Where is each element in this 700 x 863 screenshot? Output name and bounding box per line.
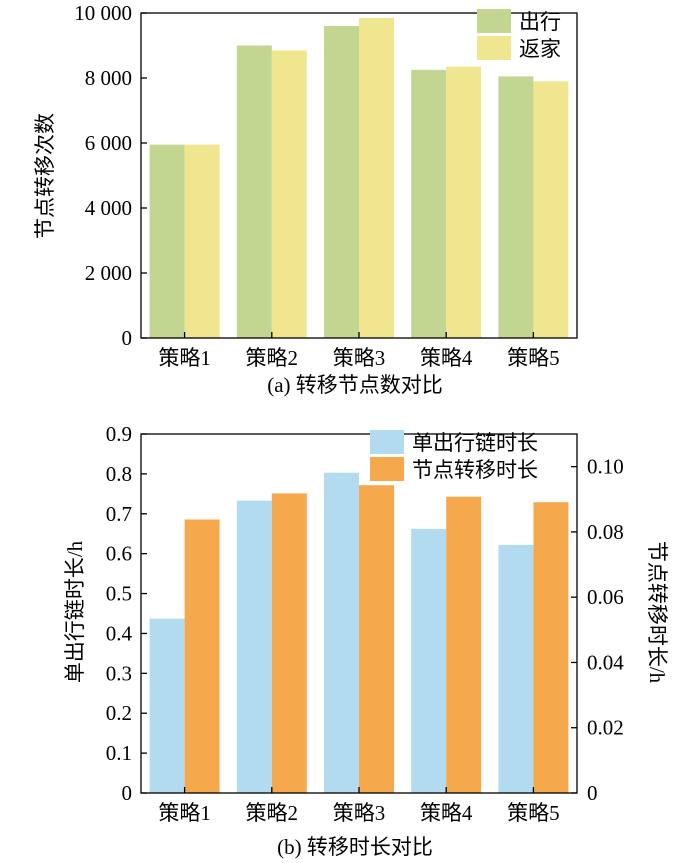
x-tick-label: 策略5 xyxy=(507,346,560,370)
y-tick-label: 0.6 xyxy=(106,542,132,566)
x-tick-label: 策略5 xyxy=(507,801,560,825)
panel-b-y-ticks: 0 0.1 0.2 0.3 0.4 0.5 0.6 0.7 0.8 0.9 xyxy=(106,422,147,805)
y2-tick-label: 0 xyxy=(587,781,598,805)
y-tick-label: 0.3 xyxy=(106,661,132,685)
x-tick-label: 策略2 xyxy=(246,801,299,825)
bar-series2-2 xyxy=(271,50,307,338)
y-tick-label: 0.7 xyxy=(106,502,132,526)
panel-a: 0 2 000 4 000 6 000 8 000 10 000 策略1 策略2 策略3 策略4… xyxy=(33,1,578,397)
legend-swatch-single-trip xyxy=(370,430,404,454)
x-tick-label: 策略1 xyxy=(158,801,211,825)
y-tick-label: 0.2 xyxy=(106,701,132,725)
y-tick-label: 4 000 xyxy=(85,196,132,220)
y-tick-label: 0.8 xyxy=(106,462,132,486)
bar-series1-4 xyxy=(411,69,447,338)
panel-a-frame xyxy=(140,12,578,339)
bar-series1-5 xyxy=(498,76,534,338)
bar-series2-5 xyxy=(533,81,569,338)
bar-series2-3 xyxy=(359,17,394,338)
y-tick-label: 8 000 xyxy=(85,66,132,90)
panel-b-y2-axis-label: 节点转移时长/h xyxy=(645,541,669,684)
y-tick-label: 0.9 xyxy=(106,422,132,446)
panel-a-caption: (a) 转移节点数对比 xyxy=(267,373,443,397)
panel-b-frame xyxy=(140,433,578,794)
x-tick-label: 策略1 xyxy=(158,346,211,370)
y-tick-label: 0 xyxy=(122,781,133,805)
panel-a-x-tick-labels: 策略1 策略2 策略3 策略4 策略5 xyxy=(158,332,560,370)
panel-a-y-axis-label: 节点转移次数 xyxy=(33,113,57,239)
bar-series2-1 xyxy=(184,144,220,338)
bar-series1-1 xyxy=(149,618,185,793)
bar-series1-3 xyxy=(324,472,359,793)
y2-tick-label: 0.06 xyxy=(587,585,624,609)
y-tick-label: 10 000 xyxy=(74,1,132,25)
y2-tick-label: 0.04 xyxy=(587,650,624,674)
y-tick-label: 6 000 xyxy=(85,131,132,155)
legend-swatch-fanjia xyxy=(477,36,511,60)
legend-swatch-transfer-time xyxy=(370,457,404,481)
bar-series2-4 xyxy=(446,496,482,793)
x-tick-label: 策略4 xyxy=(420,801,473,825)
panel-b-legend: 单出行链时长 节点转移时长 xyxy=(370,430,538,482)
y-tick-label: 0.4 xyxy=(106,621,133,645)
bar-series1-2 xyxy=(236,500,272,793)
x-tick-label: 策略4 xyxy=(420,346,473,370)
bar-series1-1 xyxy=(149,144,185,338)
panel-b: 0 0.1 0.2 0.3 0.4 0.5 0.6 0.7 0.8 0.9 0 0.02 0.04 0.… xyxy=(63,422,669,859)
panel-a-bars xyxy=(149,17,569,338)
bar-series1-5 xyxy=(498,544,534,793)
panel-b-caption: (b) 转移时长对比 xyxy=(277,835,433,859)
bar-series2-5 xyxy=(533,502,569,793)
bar-series1-3 xyxy=(324,26,359,338)
x-tick-label: 策略2 xyxy=(246,346,299,370)
legend-label-fanjia: 返家 xyxy=(519,37,561,61)
bar-series2-3 xyxy=(359,485,394,793)
panel-a-y-ticks: 0 2 000 4 000 6 000 8 000 10 000 xyxy=(74,1,147,350)
panel-b-y-axis-label: 单出行链时长/h xyxy=(63,540,87,683)
y2-tick-label: 0.10 xyxy=(587,455,624,479)
y2-tick-label: 0.02 xyxy=(587,716,624,740)
bar-series1-4 xyxy=(411,528,447,793)
panel-a-legend: 出行 返家 xyxy=(477,9,561,61)
y-tick-label: 0.5 xyxy=(106,582,132,606)
bar-series2-4 xyxy=(446,66,482,338)
panel-b-bars xyxy=(149,472,569,793)
x-tick-label: 策略3 xyxy=(333,801,386,825)
y2-tick-label: 0.08 xyxy=(587,520,624,544)
legend-label-single-trip: 单出行链时长 xyxy=(412,431,538,455)
panel-b-x-tick-labels: 策略1 策略2 策略3 策略4 策略5 xyxy=(158,787,560,825)
x-tick-label: 策略3 xyxy=(333,346,386,370)
bar-series1-2 xyxy=(236,45,272,338)
y-tick-label: 2 000 xyxy=(85,261,132,285)
legend-label-transfer-time: 节点转移时长 xyxy=(412,458,538,482)
legend-label-chuxing: 出行 xyxy=(519,10,561,34)
panel-b-y2-ticks: 0 0.02 0.04 0.06 0.08 0.10 xyxy=(571,455,624,805)
legend-swatch-chuxing xyxy=(477,9,511,33)
bar-series2-2 xyxy=(271,493,307,793)
y-tick-label: 0.1 xyxy=(106,741,132,765)
bar-series2-1 xyxy=(184,519,220,793)
y-tick-label: 0 xyxy=(122,326,133,350)
